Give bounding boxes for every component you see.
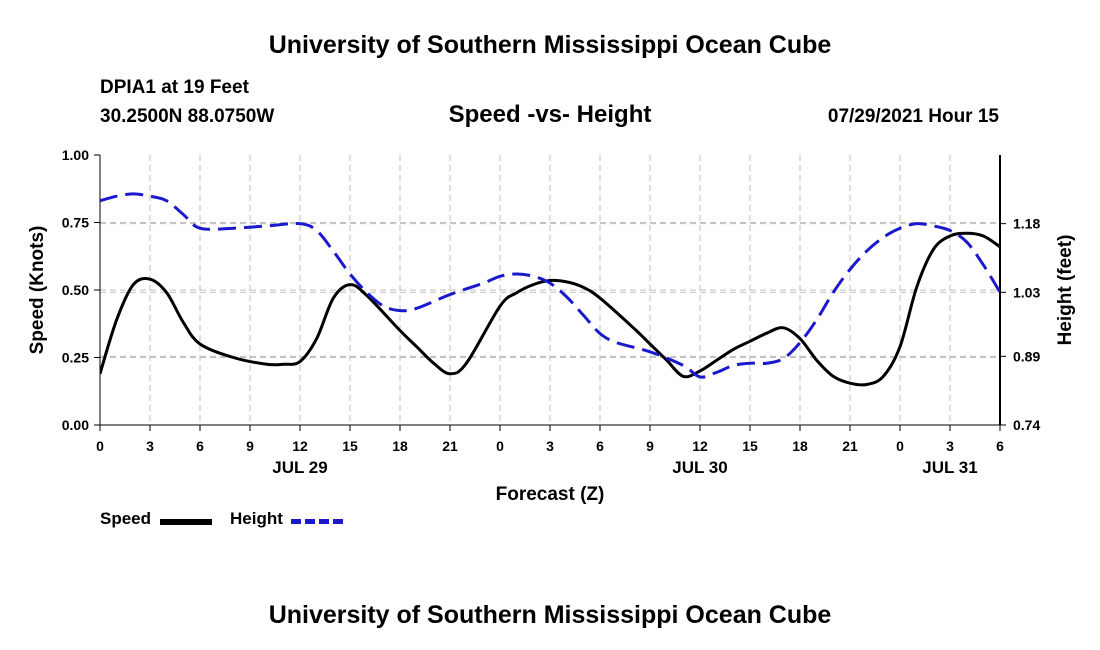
- x-tick-label: 15: [742, 438, 758, 454]
- x-tick-label: 3: [946, 438, 954, 454]
- date-label: JUL 30: [672, 458, 727, 477]
- y2-tick-label: 1.03: [1013, 284, 1040, 300]
- timestamp-label: 07/29/2021 Hour 15: [827, 106, 999, 127]
- y-tick-label: 0.50: [62, 282, 89, 298]
- x-tick-label: 9: [246, 438, 254, 454]
- x-tick-label: 9: [646, 438, 654, 454]
- x-tick-label: 18: [392, 438, 408, 454]
- legend-speed-label: Speed: [100, 509, 152, 528]
- legend-speed-swatch: [160, 519, 212, 525]
- x-tick-label: 3: [146, 438, 154, 454]
- x-tick-label: 12: [292, 438, 308, 454]
- x-tick-label: 12: [692, 438, 708, 454]
- speed-height-chart: 0 3 6 9 12 15 18 21 0 3 6 9 12 15 18 21 0 3 6 0.00 0.25 0.50 0…: [27, 147, 1076, 505]
- chart-title: Speed -vs- Height: [448, 101, 652, 128]
- x-tick-label: 6: [196, 438, 204, 454]
- y-tick-label: 0.75: [62, 215, 89, 231]
- x-tick-label: 18: [792, 438, 808, 454]
- top-title: University of Southern Mississippi Ocean…: [268, 31, 832, 59]
- station-label: DPIA1 at 19 Feet: [100, 77, 249, 98]
- x-tick-label: 21: [842, 438, 858, 454]
- y-tick-label: 1.00: [62, 147, 89, 163]
- legend-height-label: Height: [230, 509, 283, 528]
- y2-tick-label: 1.18: [1013, 216, 1040, 232]
- x-tick-label: 6: [996, 438, 1004, 454]
- x-axis-title: Forecast (Z): [496, 484, 605, 505]
- legend-height-swatch: [291, 519, 343, 524]
- y-tick-label: 0.25: [62, 350, 89, 366]
- x-tick-label: 15: [342, 438, 358, 454]
- date-label: JUL 31: [922, 458, 977, 477]
- y2-tick-label: 0.74: [1013, 417, 1040, 433]
- x-tick-label: 0: [96, 438, 104, 454]
- y2-axis-title: Height (feet): [1055, 235, 1076, 346]
- x-tick-label: 6: [596, 438, 604, 454]
- height-series-line: [100, 192, 1000, 379]
- y-tick-label: 0.00: [62, 417, 89, 433]
- x-tick-label: 0: [896, 438, 904, 454]
- date-label: JUL 29: [272, 458, 327, 477]
- x-tick-label: 21: [442, 438, 458, 454]
- y-axis-title: Speed (Knots): [27, 226, 48, 355]
- x-tick-label: 0: [496, 438, 504, 454]
- coordinates-label: 30.2500N 88.0750W: [100, 106, 275, 127]
- y2-tick-label: 0.89: [1013, 348, 1040, 364]
- x-tick-label: 3: [546, 438, 554, 454]
- speed-series-line: [100, 231, 1000, 387]
- bottom-title: University of Southern Mississippi Ocean…: [268, 601, 832, 629]
